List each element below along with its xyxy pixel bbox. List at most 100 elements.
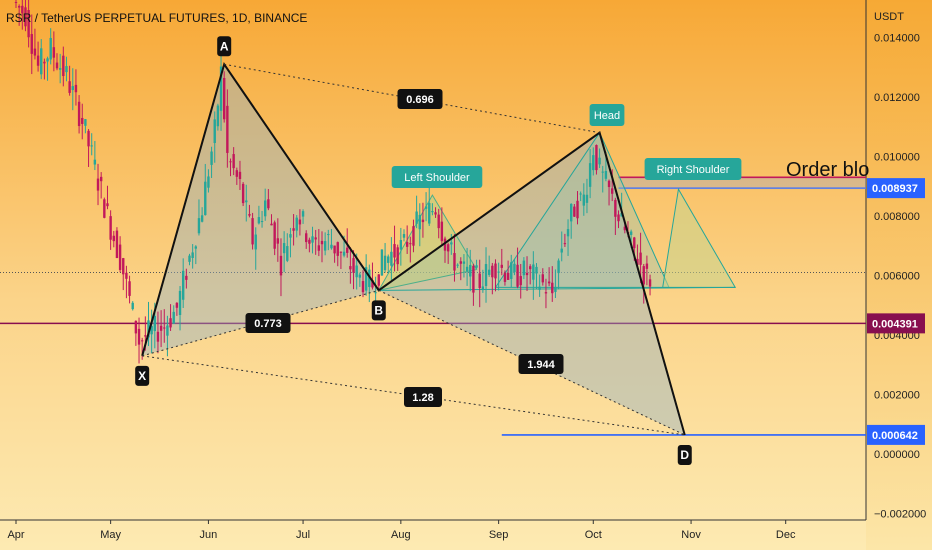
candle-body xyxy=(49,37,52,60)
candle-body xyxy=(286,246,289,261)
point-label-box-b xyxy=(371,300,386,321)
candle-body xyxy=(500,264,503,268)
candle-body xyxy=(497,271,500,273)
candle-body xyxy=(642,266,645,285)
price-axis-ticks: 0.014000 0.012000 0.010000 0.008000 0.006000… xyxy=(874,33,926,521)
candle-body xyxy=(267,199,270,209)
candle-body xyxy=(292,228,295,231)
candle-body xyxy=(178,290,182,315)
x-tick-label: Dec xyxy=(776,529,796,541)
candle-body xyxy=(257,217,261,224)
chart-title: RSR / TetherUS PERPETUAL FUTURES, 1D, BI… xyxy=(6,11,307,25)
candle-body xyxy=(573,206,576,217)
pattern-fill-bcd xyxy=(378,132,685,435)
pattern-labels-layer: 0.696 0.773 1.944 1.28 X A B D Left Shoulder Head… xyxy=(135,36,742,465)
candle-body xyxy=(115,230,119,259)
candle-body xyxy=(33,48,37,56)
hs-label: Left Shoulder xyxy=(404,172,470,184)
candle-body xyxy=(412,226,415,246)
y-tick-label: 0.006000 xyxy=(874,271,920,283)
candle-body xyxy=(361,281,365,293)
candle-body xyxy=(40,48,43,75)
candle-body xyxy=(200,215,204,222)
candle-body xyxy=(213,119,216,144)
candle-body xyxy=(617,214,620,222)
candle-body xyxy=(216,105,220,127)
candle-body xyxy=(459,261,462,264)
order-block-label: Order blo xyxy=(786,159,869,181)
candle-body xyxy=(248,214,251,216)
candle-body xyxy=(125,272,128,279)
candle-body xyxy=(323,241,327,251)
candle-body xyxy=(487,269,491,275)
candle-body xyxy=(181,270,185,300)
candle-body xyxy=(87,130,90,147)
price-tag-label: 0.004391 xyxy=(872,318,918,330)
candle-body xyxy=(52,47,56,58)
candle-body xyxy=(336,242,339,256)
candle-body xyxy=(106,203,109,207)
ratio-line-bd xyxy=(378,289,685,436)
x-tick-label: Aug xyxy=(391,529,411,541)
candle-body xyxy=(122,258,125,275)
candle-body xyxy=(24,7,27,27)
candle-body xyxy=(30,34,33,54)
candle-body xyxy=(513,263,516,273)
candle-body xyxy=(494,263,497,279)
candle-body xyxy=(399,240,403,250)
candle-body xyxy=(588,163,592,187)
candle-body xyxy=(298,219,302,225)
candle-body xyxy=(560,248,563,253)
candle-body xyxy=(339,251,343,253)
candle-body xyxy=(598,157,601,165)
candle-body xyxy=(371,280,374,288)
candle-body xyxy=(472,265,475,293)
candle-body xyxy=(232,154,235,169)
candle-body xyxy=(528,266,532,270)
candle-body xyxy=(506,272,510,280)
candle-body xyxy=(222,77,226,120)
ratio-label-box xyxy=(404,387,442,407)
candle-body xyxy=(84,119,87,126)
candle-body xyxy=(46,58,49,62)
candle-body xyxy=(55,62,59,69)
x-tick-label: Oct xyxy=(585,529,602,541)
candle-body xyxy=(431,211,434,213)
y-tick-label: 0.008000 xyxy=(874,211,920,223)
candle-body xyxy=(68,81,71,93)
candle-body xyxy=(383,255,387,271)
candle-body xyxy=(538,286,541,290)
hs-label-box xyxy=(589,104,625,126)
candle-body xyxy=(544,292,548,294)
candle-body xyxy=(465,266,469,271)
pattern-fills-layer xyxy=(142,64,737,435)
candle-body xyxy=(207,176,210,188)
candle-body xyxy=(188,255,191,262)
candle-body xyxy=(636,258,639,265)
candle-body xyxy=(462,261,466,264)
candle-body xyxy=(245,200,248,203)
candle-body xyxy=(241,183,245,204)
candle-body xyxy=(103,199,106,218)
candle-body xyxy=(396,247,399,265)
candle-body xyxy=(428,202,431,224)
candle-body xyxy=(330,244,333,249)
ratio-label: 1.944 xyxy=(527,359,555,371)
candle-body xyxy=(390,251,393,266)
candle-body xyxy=(437,214,440,229)
candle-body xyxy=(595,145,598,171)
candle-body xyxy=(289,234,292,238)
candle-body xyxy=(453,253,456,271)
candle-body xyxy=(137,328,141,345)
candle-body xyxy=(440,221,444,242)
candle-body xyxy=(156,331,160,342)
candle-body xyxy=(308,239,311,244)
candle-body xyxy=(327,234,330,236)
candle-body xyxy=(554,286,557,292)
candle-body xyxy=(169,318,172,328)
candle-body xyxy=(601,171,604,173)
candle-body xyxy=(96,178,100,191)
candle-body xyxy=(582,194,586,206)
